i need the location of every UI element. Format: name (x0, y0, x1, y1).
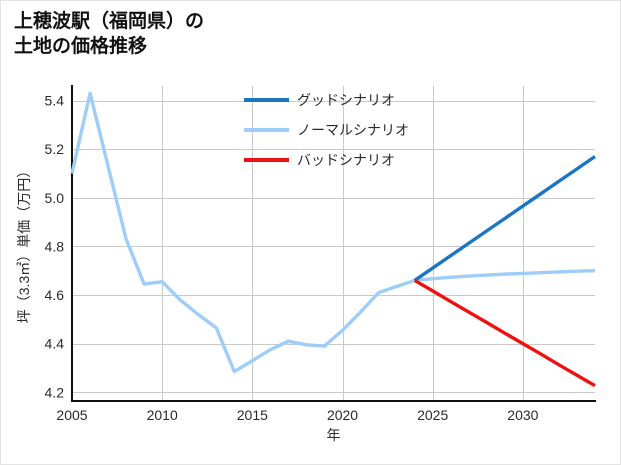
series-line (413, 278, 596, 388)
x-tick-label: 2010 (147, 407, 178, 423)
x-tick-label: 2005 (56, 407, 87, 423)
y-tick-label: 4.6 (45, 287, 65, 303)
legend-label: バッドシナリオ (297, 152, 395, 168)
x-tick-label: 2020 (327, 407, 358, 423)
y-tick-label: 4.4 (45, 336, 65, 352)
y-tick-label: 5.2 (45, 141, 65, 157)
axis-lines (71, 85, 596, 402)
axis-titles: 年 坪（3.3㎡）単価（万円） (16, 164, 341, 443)
series-lines (70, 91, 596, 388)
y-tick-label: 5.4 (45, 93, 65, 109)
x-tick-label: 2030 (507, 407, 538, 423)
page-title: 上穂波駅（福岡県）の 土地の価格推移 (14, 11, 205, 58)
series-line (70, 91, 596, 374)
y-tick-label: 5.0 (45, 190, 65, 206)
series-line (413, 155, 596, 282)
legend-label: ノーマルシナリオ (297, 122, 409, 138)
legend-label: グッドシナリオ (297, 92, 395, 108)
x-tick-label: 2015 (237, 407, 268, 423)
x-axis-title: 年 (327, 427, 341, 443)
y-tick-labels: 4.2 4.4 4.6 4.8 5.0 5.2 5.4 (45, 93, 65, 401)
y-tick-label: 4.2 (45, 384, 65, 400)
x-tick-labels: 2005 2010 2015 2020 2025 2030 (56, 407, 538, 423)
x-tick-label: 2025 (417, 407, 448, 423)
y-axis-title: 坪（3.3㎡）単価（万円） (16, 164, 32, 323)
y-tick-label: 4.8 (45, 238, 65, 254)
